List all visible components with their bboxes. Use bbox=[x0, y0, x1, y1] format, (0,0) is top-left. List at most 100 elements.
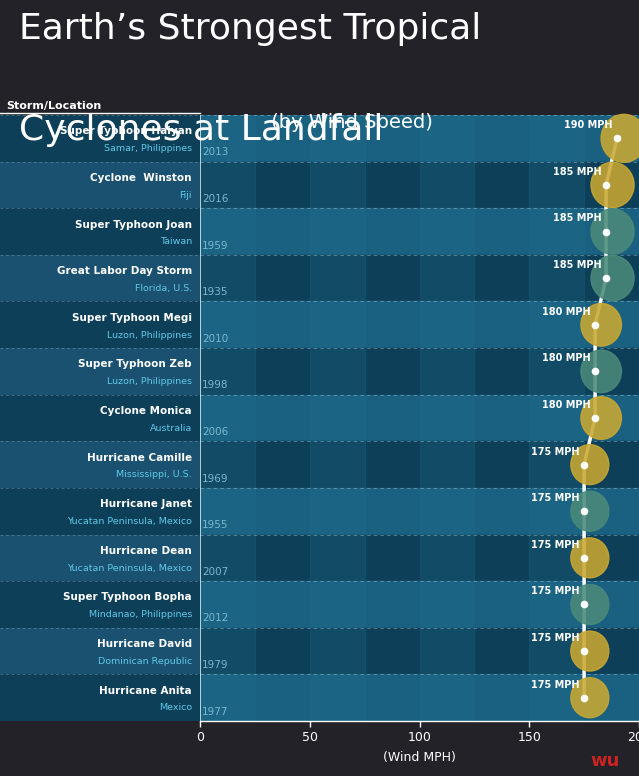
Text: Storm/Location: Storm/Location bbox=[6, 101, 102, 111]
Text: 185 MPH: 185 MPH bbox=[553, 167, 602, 177]
FancyBboxPatch shape bbox=[0, 301, 200, 348]
Ellipse shape bbox=[601, 114, 639, 162]
Text: 185 MPH: 185 MPH bbox=[553, 213, 602, 223]
Text: 175 MPH: 175 MPH bbox=[531, 587, 580, 597]
Ellipse shape bbox=[571, 677, 609, 718]
Text: 180 MPH: 180 MPH bbox=[542, 400, 590, 410]
Bar bbox=[200, 581, 639, 628]
Text: Cyclone  Winston: Cyclone Winston bbox=[91, 173, 192, 183]
FancyBboxPatch shape bbox=[0, 581, 200, 628]
FancyBboxPatch shape bbox=[0, 628, 200, 674]
Text: Luzon, Philippines: Luzon, Philippines bbox=[107, 377, 192, 386]
Bar bbox=[310, 115, 365, 721]
Bar bbox=[200, 442, 639, 488]
Text: 2006: 2006 bbox=[202, 427, 229, 437]
Text: 180 MPH: 180 MPH bbox=[542, 353, 590, 363]
FancyBboxPatch shape bbox=[0, 348, 200, 395]
Text: 2013: 2013 bbox=[202, 147, 229, 158]
FancyBboxPatch shape bbox=[0, 161, 200, 208]
Bar bbox=[200, 488, 639, 535]
Bar bbox=[200, 535, 639, 581]
Bar bbox=[200, 208, 639, 255]
Text: 1977: 1977 bbox=[202, 707, 229, 717]
Text: Super Typhoon Bopha: Super Typhoon Bopha bbox=[63, 592, 192, 602]
Ellipse shape bbox=[571, 445, 609, 485]
Text: Earth’s Strongest Tropical: Earth’s Strongest Tropical bbox=[19, 12, 481, 46]
FancyBboxPatch shape bbox=[0, 674, 200, 721]
Ellipse shape bbox=[581, 397, 622, 439]
Text: 2012: 2012 bbox=[202, 614, 229, 623]
Text: Super Typhoon Zeb: Super Typhoon Zeb bbox=[79, 359, 192, 369]
Text: 175 MPH: 175 MPH bbox=[531, 680, 580, 690]
Text: 1955: 1955 bbox=[202, 520, 229, 530]
FancyBboxPatch shape bbox=[0, 488, 200, 535]
Ellipse shape bbox=[571, 538, 609, 578]
Ellipse shape bbox=[571, 631, 609, 671]
Text: Yucatan Peninsula, Mexico: Yucatan Peninsula, Mexico bbox=[67, 517, 192, 526]
Text: Hurricane Dean: Hurricane Dean bbox=[100, 546, 192, 556]
Text: Super Typhoon Haiyan: Super Typhoon Haiyan bbox=[60, 126, 192, 137]
Text: 1935: 1935 bbox=[202, 287, 229, 297]
FancyBboxPatch shape bbox=[0, 255, 200, 301]
Text: Taiwan: Taiwan bbox=[160, 237, 192, 246]
Text: 175 MPH: 175 MPH bbox=[531, 494, 580, 503]
X-axis label: (Wind MPH): (Wind MPH) bbox=[383, 751, 456, 764]
Ellipse shape bbox=[581, 350, 622, 393]
Text: 1959: 1959 bbox=[202, 241, 229, 251]
Bar bbox=[419, 115, 474, 721]
Text: Mississippi, U.S.: Mississippi, U.S. bbox=[116, 470, 192, 480]
Text: Samar, Philippines: Samar, Philippines bbox=[104, 144, 192, 153]
Text: Dominican Republic: Dominican Republic bbox=[98, 656, 192, 666]
FancyBboxPatch shape bbox=[0, 115, 200, 161]
Text: Great Labor Day Storm: Great Labor Day Storm bbox=[57, 266, 192, 276]
Text: Hurricane Camille: Hurricane Camille bbox=[87, 452, 192, 462]
Text: 1969: 1969 bbox=[202, 473, 229, 483]
Bar bbox=[529, 115, 584, 721]
Text: 185 MPH: 185 MPH bbox=[553, 260, 602, 270]
Ellipse shape bbox=[571, 491, 609, 532]
Text: Yucatan Peninsula, Mexico: Yucatan Peninsula, Mexico bbox=[67, 563, 192, 573]
Text: 2010: 2010 bbox=[202, 334, 229, 344]
Bar bbox=[200, 115, 255, 721]
Text: 175 MPH: 175 MPH bbox=[531, 633, 580, 643]
Bar bbox=[200, 301, 639, 348]
FancyBboxPatch shape bbox=[0, 535, 200, 581]
Ellipse shape bbox=[591, 162, 634, 208]
Bar bbox=[200, 115, 639, 161]
Bar bbox=[200, 674, 639, 721]
Ellipse shape bbox=[591, 209, 634, 255]
Text: Super Typhoon Megi: Super Typhoon Megi bbox=[72, 313, 192, 323]
Text: wu: wu bbox=[590, 752, 620, 770]
Text: Mexico: Mexico bbox=[159, 704, 192, 712]
Text: 175 MPH: 175 MPH bbox=[531, 540, 580, 549]
Text: (by Wind Speed): (by Wind Speed) bbox=[265, 113, 433, 131]
Text: Hurricane Anita: Hurricane Anita bbox=[100, 686, 192, 696]
Bar bbox=[200, 395, 639, 442]
Bar bbox=[200, 348, 639, 395]
Text: 1998: 1998 bbox=[202, 380, 229, 390]
Text: 175 MPH: 175 MPH bbox=[531, 446, 580, 456]
Text: 2016: 2016 bbox=[202, 194, 229, 204]
Text: Hurricane David: Hurricane David bbox=[97, 639, 192, 649]
Text: 2007: 2007 bbox=[202, 566, 229, 577]
Ellipse shape bbox=[591, 255, 634, 301]
Text: Mindanao, Philippines: Mindanao, Philippines bbox=[89, 610, 192, 619]
Text: Fiji: Fiji bbox=[180, 191, 192, 199]
FancyBboxPatch shape bbox=[0, 442, 200, 488]
FancyBboxPatch shape bbox=[0, 208, 200, 255]
Text: Cyclone Monica: Cyclone Monica bbox=[100, 406, 192, 416]
Text: 1979: 1979 bbox=[202, 660, 229, 670]
FancyBboxPatch shape bbox=[0, 395, 200, 442]
Bar bbox=[200, 628, 639, 674]
Text: Luzon, Philippines: Luzon, Philippines bbox=[107, 331, 192, 340]
Text: Super Typhoon Joan: Super Typhoon Joan bbox=[75, 220, 192, 230]
Text: Hurricane Janet: Hurricane Janet bbox=[100, 499, 192, 509]
Text: Florida, U.S.: Florida, U.S. bbox=[135, 284, 192, 293]
Ellipse shape bbox=[571, 584, 609, 625]
Bar bbox=[200, 161, 639, 208]
Text: 180 MPH: 180 MPH bbox=[542, 307, 590, 317]
Text: 190 MPH: 190 MPH bbox=[564, 120, 613, 130]
Text: Cyclones at Landfall: Cyclones at Landfall bbox=[19, 113, 383, 147]
Bar bbox=[200, 255, 639, 301]
Text: Australia: Australia bbox=[150, 424, 192, 433]
